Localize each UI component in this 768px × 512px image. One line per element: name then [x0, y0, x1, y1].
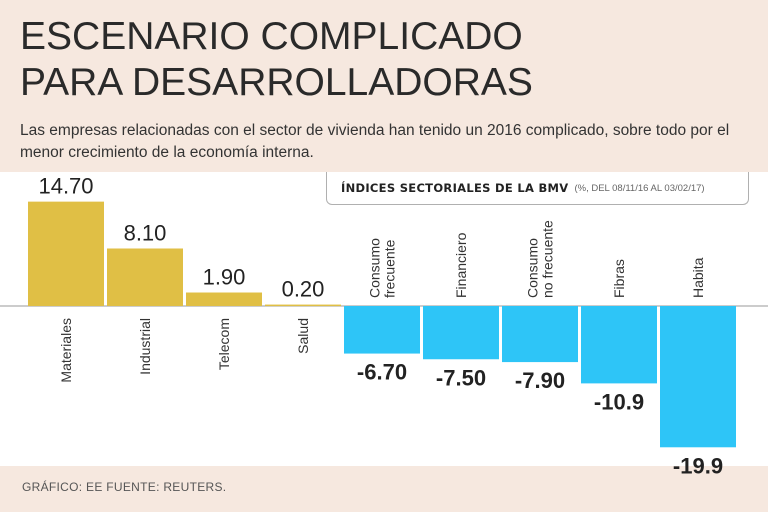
bar-consumo-frecuente — [344, 306, 420, 354]
category-label: Consumo no frecuente — [525, 220, 556, 298]
category-label: Materiales — [58, 318, 74, 383]
data-label: 0.20 — [282, 277, 325, 302]
data-label: -19.9 — [673, 453, 723, 478]
bar-telecom — [186, 292, 262, 306]
category-label-line: no frecuente — [540, 220, 556, 298]
data-label: -7.50 — [436, 365, 486, 390]
bar-fibras — [581, 306, 657, 384]
source-note: GRÁFICO: EE FUENTE: REUTERS. — [22, 480, 227, 494]
data-label: 14.70 — [38, 174, 93, 199]
chart-title: ESCENARIO COMPLICADO PARA DESARROLLADORA… — [20, 14, 760, 106]
legend-title: ÍNDICES SECTORIALES DE LA BMV — [341, 181, 569, 195]
chart-legend: ÍNDICES SECTORIALES DE LA BMV (%, DEL 08… — [326, 172, 749, 205]
category-label: Consumo frecuente — [367, 238, 398, 298]
category-label: Telecom — [216, 318, 232, 370]
bar-salud — [265, 304, 341, 307]
category-label: Industrial — [137, 318, 153, 375]
category-label-line: Consumo — [525, 238, 541, 298]
data-label: -7.90 — [515, 368, 565, 393]
category-label: Salud — [295, 318, 311, 354]
data-label: 8.10 — [124, 220, 167, 245]
category-label-line: Industrial — [137, 318, 153, 375]
data-label: 1.90 — [203, 265, 246, 290]
bar-habita — [660, 306, 736, 448]
category-label-line: Habita — [690, 257, 706, 298]
category-label-line: frecuente — [382, 239, 398, 298]
category-label-line: Financiero — [453, 232, 469, 298]
category-label-line: Materiales — [58, 318, 74, 383]
bar-industrial — [107, 248, 183, 306]
bar-financiero — [423, 306, 499, 360]
category-label: Fibras — [611, 259, 627, 298]
category-label-line: Consumo — [367, 238, 383, 298]
category-label-line: Telecom — [216, 318, 232, 370]
category-label: Habita — [690, 257, 706, 298]
data-label: -6.70 — [357, 360, 407, 385]
title-line-2: PARA DESARROLLADORAS — [20, 61, 533, 104]
category-label-line: Salud — [295, 318, 311, 354]
category-label-line: Fibras — [611, 259, 627, 298]
title-line-1: ESCENARIO COMPLICADO — [20, 15, 523, 58]
chart-subtitle: Las empresas relacionadas con el sector … — [20, 122, 730, 161]
category-label: Financiero — [453, 232, 469, 298]
data-label: -10.9 — [594, 389, 644, 414]
legend-note: (%, DEL 08/11/16 AL 03/02/17) — [574, 182, 705, 194]
bar-materiales — [28, 201, 104, 306]
bar-consumo-no-frecuente — [502, 306, 578, 363]
